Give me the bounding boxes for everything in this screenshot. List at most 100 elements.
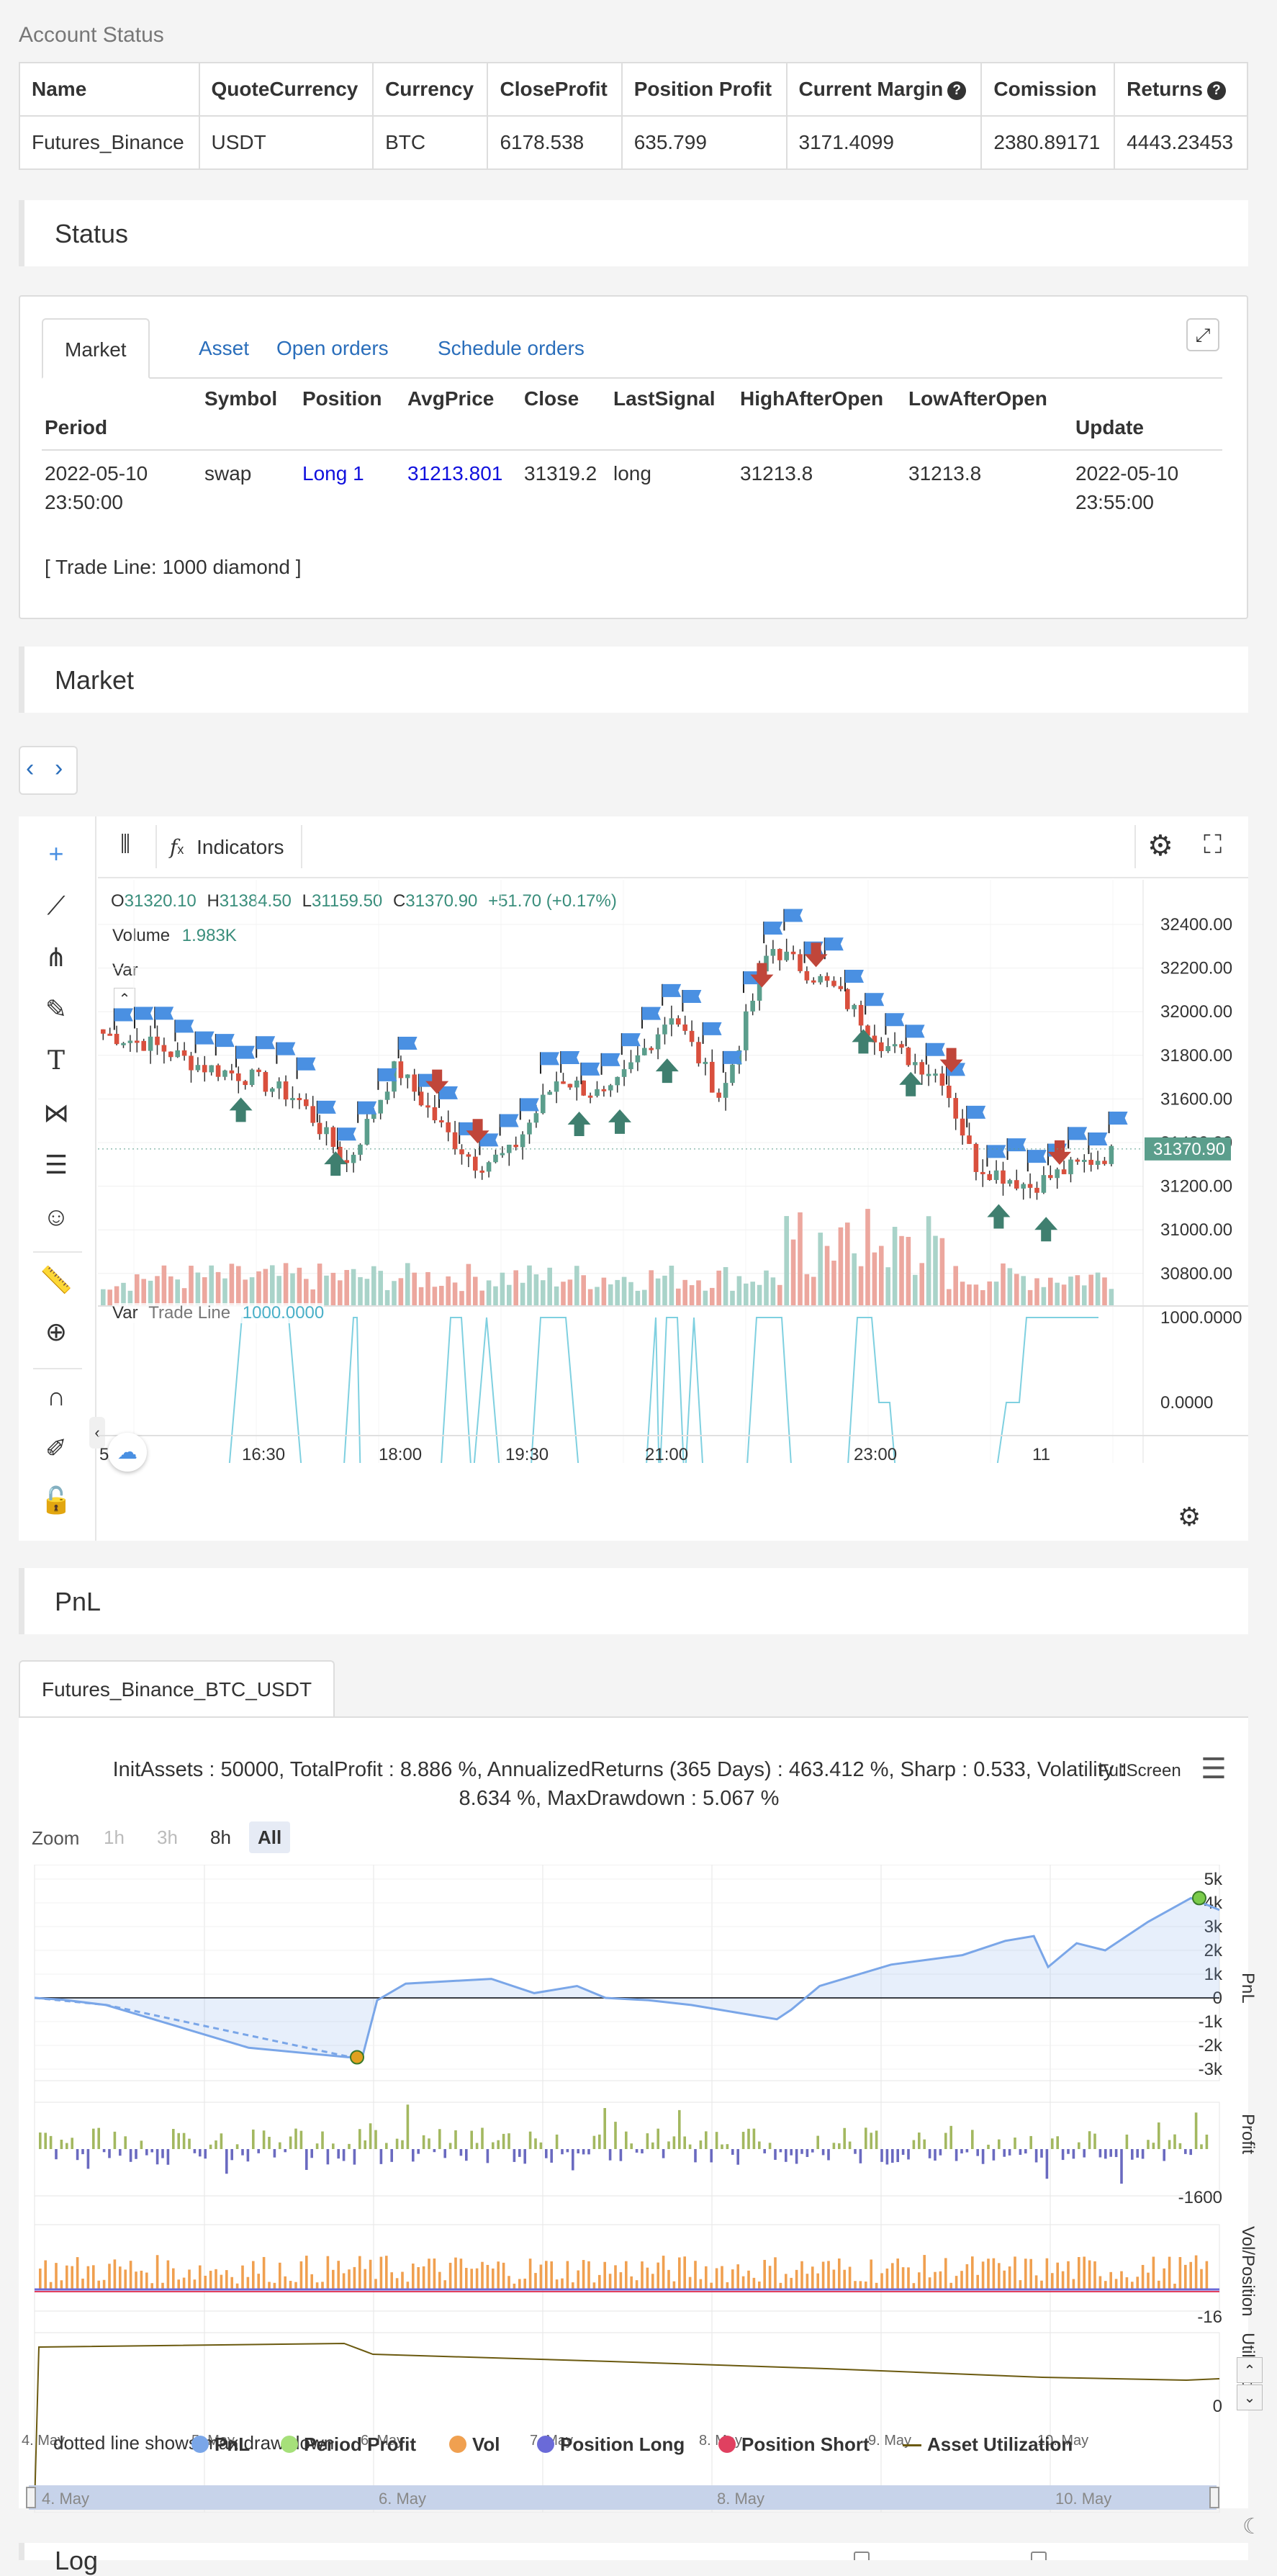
- pnl-line: [34, 1896, 1220, 2059]
- close-value: 31370.90: [405, 891, 478, 911]
- candle-body: [1061, 1169, 1067, 1174]
- vol-bar: [289, 2281, 292, 2289]
- collapse-legend-button[interactable]: ⌃: [114, 988, 135, 1009]
- magnet-icon[interactable]: ∩: [47, 1382, 66, 1411]
- theme-toggle-icon[interactable]: ☾: [1242, 2515, 1262, 2539]
- legend-pnl[interactable]: PnL: [191, 2433, 250, 2456]
- period-profit-bar: [481, 2127, 484, 2149]
- period-profit-bar: [150, 2149, 153, 2153]
- scroll-down-button[interactable]: ⌄: [1237, 2384, 1263, 2410]
- volume-bar: [256, 1271, 261, 1306]
- vol-bar: [81, 2278, 84, 2289]
- period-profit-bar: [821, 2149, 825, 2156]
- pnl-tab[interactable]: Futures_Binance_BTC_USDT: [19, 1660, 335, 1716]
- zoom-3h-button[interactable]: 3h: [157, 1827, 178, 1848]
- vol-tick-label: -16: [1197, 2307, 1222, 2327]
- vol-bar: [193, 2279, 197, 2289]
- tv-logo-icon[interactable]: ☁: [108, 1433, 147, 1472]
- zoom-all-button[interactable]: All: [249, 1821, 291, 1853]
- vol-bar: [145, 2272, 148, 2289]
- period-profit-bar: [262, 2130, 266, 2149]
- legend-period-profit[interactable]: Period Profit: [281, 2433, 416, 2456]
- candle-body: [486, 1162, 492, 1172]
- hamburger-menu-icon[interactable]: ☰: [1201, 1753, 1227, 1785]
- crosshair-icon[interactable]: +: [48, 839, 64, 868]
- vol-bar: [55, 2263, 58, 2289]
- emoji-icon[interactable]: ☺: [42, 1202, 70, 1231]
- volume-bar: [595, 1287, 600, 1306]
- price-chart[interactable]: 32400.00 32200.00 32000.00 31800.00 31600.00…: [98, 880, 1248, 1463]
- signal-flag: [439, 1086, 458, 1099]
- period-profit-bar: [113, 2131, 117, 2149]
- tab-market[interactable]: Market: [42, 318, 150, 379]
- help-icon[interactable]: ?: [947, 81, 967, 100]
- period-profit-bar: [246, 2149, 250, 2162]
- settings-gear-icon[interactable]: ⚙: [1147, 830, 1173, 862]
- forecast-icon[interactable]: ☰: [44, 1150, 68, 1179]
- period-profit-bar: [528, 2131, 532, 2149]
- candle-body: [777, 949, 782, 960]
- vol-bar: [678, 2257, 681, 2289]
- log-checkbox[interactable]: [1031, 2552, 1047, 2560]
- period-profit-bar: [166, 2149, 170, 2165]
- vol-bar: [166, 2260, 170, 2289]
- fullscreen-label[interactable]: FullScreen: [1098, 1761, 1181, 1780]
- pattern-icon[interactable]: ⋈: [43, 1098, 69, 1127]
- indicators-button[interactable]: fx Indicators: [170, 835, 284, 859]
- volume-bar: [885, 1267, 890, 1306]
- vol-bar: [102, 2279, 106, 2289]
- navigator[interactable]: [29, 2485, 1217, 2510]
- lock-pencil-icon[interactable]: ✐: [45, 1433, 68, 1463]
- zoom-1h-button[interactable]: 1h: [104, 1827, 125, 1848]
- tab-schedule-orders[interactable]: Schedule orders: [438, 337, 585, 359]
- collapse-toolbar-button[interactable]: ‹: [89, 1417, 105, 1449]
- period-profit-bar: [1088, 2131, 1091, 2149]
- scroll-up-button[interactable]: ⌃: [1237, 2357, 1263, 2383]
- legend-asset-utilization[interactable]: Asset Utilization: [903, 2433, 1073, 2456]
- price-tick-label: 31000.00: [1160, 1220, 1232, 1240]
- period-profit-bar: [220, 2133, 223, 2149]
- legend-vol[interactable]: Vol: [449, 2433, 500, 2456]
- trend-line-icon[interactable]: ⟋: [47, 891, 66, 920]
- vol-bar: [1061, 2271, 1065, 2289]
- candle-type-icon[interactable]: ⫼: [120, 832, 130, 856]
- period-profit-bar: [342, 2149, 346, 2161]
- volume-bar: [628, 1282, 633, 1306]
- unlock-icon[interactable]: 🔓: [40, 1485, 73, 1515]
- period-profit-bar: [518, 2149, 521, 2157]
- help-icon[interactable]: ?: [1206, 81, 1226, 100]
- text-tool-icon[interactable]: T: [47, 1046, 65, 1076]
- vol-bar: [1019, 2280, 1022, 2289]
- candle-body: [872, 1035, 877, 1042]
- brush-icon[interactable]: ✎: [45, 994, 68, 1024]
- expand-button[interactable]: ⤢: [1186, 318, 1219, 351]
- legend-position-long[interactable]: Position Long: [537, 2433, 685, 2456]
- period-profit-bar: [955, 2149, 958, 2161]
- log-checkbox[interactable]: [854, 2552, 870, 2560]
- chevron-right-icon[interactable]: ›: [55, 755, 63, 782]
- time-settings-icon[interactable]: ⚙: [1178, 1502, 1201, 1531]
- candle-body: [750, 1000, 755, 1012]
- period-profit-bar: [608, 2149, 612, 2161]
- period-profit-bar: [1078, 2142, 1080, 2149]
- vol-bar: [971, 2256, 974, 2289]
- tab-asset[interactable]: Asset: [199, 337, 250, 359]
- pnl-chart[interactable]: 5k 4k 3k 2k 1k 0 -1k -2k -3k PnL -1600 Profit -16 Vol…: [19, 1865, 1271, 2513]
- navigator-handle-right[interactable]: [1209, 2487, 1219, 2508]
- navigator-handle-left[interactable]: [26, 2487, 36, 2508]
- zoom-8h-button[interactable]: 8h: [210, 1827, 231, 1848]
- zoom-in-icon[interactable]: ⊕: [45, 1317, 68, 1346]
- candle-body: [148, 1036, 153, 1051]
- tab-open-orders[interactable]: Open orders: [276, 337, 389, 359]
- volume-bar: [351, 1269, 356, 1306]
- pitchfork-icon[interactable]: ⋔: [45, 942, 68, 972]
- legend-position-short[interactable]: Position Short: [718, 2433, 870, 2456]
- volume-bar: [757, 1284, 762, 1306]
- ruler-icon[interactable]: 📏: [40, 1265, 73, 1294]
- chevron-left-icon[interactable]: ‹: [26, 755, 35, 782]
- vol-bar: [1040, 2280, 1043, 2289]
- fullscreen-icon[interactable]: ⛶: [1204, 829, 1222, 859]
- candle-body: [790, 951, 796, 955]
- vol-bar: [949, 2282, 952, 2289]
- cell-name: Futures_Binance: [19, 115, 200, 170]
